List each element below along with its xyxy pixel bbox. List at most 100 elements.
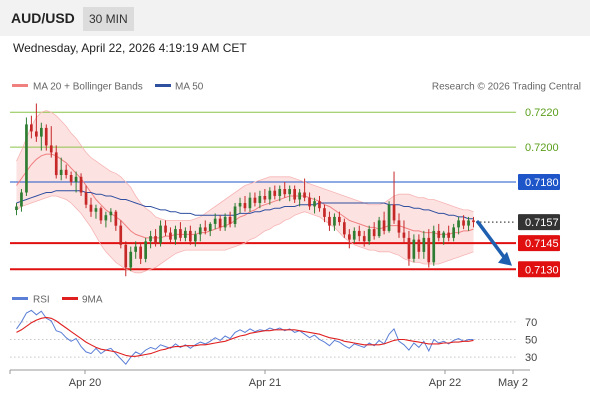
rsi-ma-line [16, 316, 474, 357]
rsi-axis-label-50: 50 [525, 335, 537, 347]
candle-body [169, 232, 172, 240]
candle-body [59, 169, 63, 175]
main-legend: MA 20 + Bollinger Bands MA 50 Research ©… [12, 82, 581, 93]
candle-body [462, 220, 465, 226]
level-tag-0.7145 [518, 235, 560, 252]
candle-body [54, 152, 58, 176]
level-tag-text-0.7157: 0.7157 [525, 217, 559, 229]
candle-body [89, 204, 93, 212]
forecast-arrow-head [498, 251, 512, 266]
candle-body [149, 236, 152, 242]
level-tag-text-0.7180: 0.7180 [525, 177, 559, 189]
candle-body [243, 203, 247, 209]
candle-body [228, 216, 232, 224]
ma20-legend-label: MA 20 + Bollinger Bands [33, 82, 143, 93]
candle-body [174, 229, 177, 240]
candle-body [74, 176, 78, 182]
candle-body [288, 189, 291, 195]
ma9-legend-label: 9MA [82, 295, 103, 306]
ma50-legend-swatch [155, 84, 171, 87]
candle-body [35, 131, 38, 137]
datetime-label: Wednesday, April 22, 2026 4:19:19 AM CET [13, 41, 247, 55]
candle-body [367, 229, 371, 242]
header-bar: AUD/USD 30 MIN [0, 0, 590, 36]
candle-body [248, 197, 252, 209]
candle-body [412, 239, 416, 259]
candle-body [417, 239, 421, 252]
candle-body [223, 216, 227, 228]
candle-body [25, 124, 28, 193]
candle-body [402, 232, 406, 238]
candle-body [44, 127, 48, 146]
candle-body [338, 216, 341, 223]
rsi-legend-swatch [12, 297, 28, 300]
candle-body [377, 220, 381, 237]
candle-body [308, 197, 311, 207]
candle-body [293, 189, 296, 200]
candle-body [139, 246, 142, 259]
candle-body [109, 211, 113, 216]
rsi-axis-label-70: 70 [525, 317, 537, 329]
candle-body [472, 220, 475, 223]
candle-body [442, 232, 445, 238]
copyright-label: Research © 2026 Trading Central [432, 82, 581, 93]
candle-body [348, 234, 351, 240]
bollinger-lower-line [16, 195, 474, 274]
candle-body [159, 225, 162, 244]
ma20-legend-swatch [12, 84, 28, 87]
candle-body [278, 189, 282, 196]
candle-body [238, 203, 242, 207]
rsi-legend-label: RSI [33, 295, 50, 306]
candle-body [30, 124, 33, 132]
candle-body [69, 175, 73, 182]
x-axis-label-0: Apr 20 [69, 377, 101, 389]
candle-body [124, 244, 128, 268]
candle-body [134, 246, 137, 252]
interval-badge[interactable]: 30 MIN [83, 7, 134, 31]
ma20-line [16, 153, 474, 239]
forecast-arrow-layer [476, 220, 512, 266]
candle-body [129, 251, 133, 268]
candle-body [184, 230, 187, 238]
level-label-0.7200: 0.7200 [525, 142, 559, 154]
moving-averages-layer [16, 110, 474, 274]
candle-body [258, 196, 262, 203]
candle-body [447, 232, 450, 238]
candle-body [198, 227, 202, 235]
candle-body [298, 192, 301, 200]
candle-body [233, 206, 237, 224]
candle-body [432, 230, 436, 263]
candle-body [179, 229, 182, 238]
candle-body [437, 230, 441, 238]
candle-body [382, 220, 386, 231]
level-tag-0.7180 [518, 174, 560, 191]
candle-body [452, 227, 455, 238]
candle-body [318, 201, 321, 209]
ma50-line [16, 190, 474, 220]
candle-body [313, 201, 316, 207]
x-axis-label-3: May 2 [498, 377, 528, 389]
candle-body [283, 189, 287, 195]
x-axis-labels: Apr 20 Apr 21 Apr 22 May 2 [9, 370, 528, 389]
candle-body [99, 208, 103, 221]
candle-body [189, 230, 192, 242]
candle-body [104, 215, 108, 221]
candle-body [164, 225, 167, 233]
candle-body [328, 216, 331, 226]
candle-body [15, 206, 18, 210]
rsi-line [16, 309, 474, 365]
candle-body [372, 229, 376, 237]
candle-body [422, 237, 426, 252]
level-tag-text-0.7145: 0.7145 [525, 238, 559, 250]
x-axis-label-1: Apr 21 [249, 377, 281, 389]
levels-layer [10, 111, 516, 271]
candle-body [40, 127, 43, 137]
candle-body [303, 192, 306, 198]
ma50-legend-label: MA 50 [175, 82, 204, 93]
candle-body [387, 204, 391, 231]
candles-layer [15, 103, 475, 277]
candle-body [114, 211, 118, 226]
candle-body [213, 218, 217, 224]
candle-body [94, 208, 98, 212]
